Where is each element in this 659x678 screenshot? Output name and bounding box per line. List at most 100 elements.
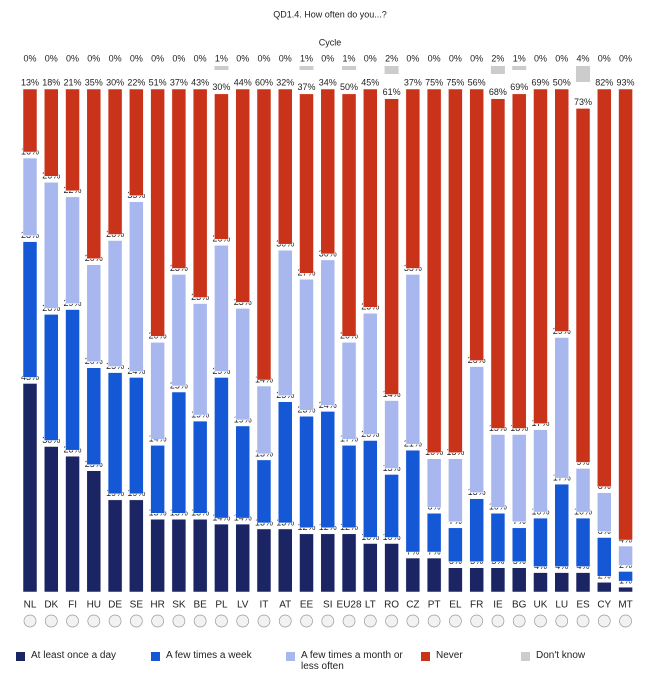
value-label: 35% bbox=[85, 77, 103, 87]
value-label: 73% bbox=[574, 97, 592, 107]
bar-segment bbox=[256, 88, 272, 381]
bar-segment bbox=[214, 66, 229, 70]
bar-segment bbox=[618, 571, 633, 582]
bar-segment bbox=[107, 372, 123, 495]
x-tick-label: RO bbox=[384, 600, 399, 611]
bar-segment bbox=[554, 88, 569, 332]
legend-swatch bbox=[16, 652, 25, 661]
bar-segment bbox=[490, 66, 505, 74]
x-tick-label: CZ bbox=[406, 600, 419, 611]
bar-segment bbox=[511, 93, 527, 429]
bar-segment bbox=[597, 582, 612, 593]
bar-segment bbox=[618, 586, 633, 593]
flag-icon bbox=[151, 614, 164, 628]
flag-icon bbox=[363, 614, 377, 628]
legend-label: A few times a month or less often bbox=[301, 650, 403, 672]
bar-segment bbox=[320, 533, 336, 593]
bar-segment bbox=[384, 474, 399, 538]
bar-segment bbox=[363, 543, 378, 593]
bar-segment bbox=[320, 88, 336, 255]
bar-segment bbox=[129, 377, 144, 495]
bar-segment bbox=[384, 98, 399, 395]
value-label: 68% bbox=[489, 87, 507, 97]
bar-segment bbox=[341, 445, 357, 529]
flag-icon bbox=[215, 614, 228, 628]
x-tick-label: FR bbox=[470, 600, 483, 611]
x-tick-label: EE bbox=[300, 600, 314, 611]
value-label: 69% bbox=[510, 82, 528, 92]
bar-segment bbox=[575, 572, 591, 593]
value-label: 2% bbox=[491, 53, 504, 63]
bar-segment bbox=[597, 537, 612, 577]
bar-segment bbox=[256, 459, 272, 524]
bar-segment bbox=[65, 309, 80, 451]
value-label: 0% bbox=[109, 53, 122, 63]
bar-segment bbox=[575, 108, 591, 463]
bar-segment bbox=[490, 567, 506, 593]
x-tick-label: AT bbox=[279, 600, 291, 611]
bar-segment bbox=[299, 533, 314, 593]
value-label: 0% bbox=[257, 53, 270, 63]
bar-segment bbox=[214, 93, 229, 240]
flag-icon bbox=[449, 614, 462, 628]
value-label: 37% bbox=[404, 77, 422, 87]
value-label: 60% bbox=[255, 77, 273, 87]
flag-icon bbox=[172, 614, 186, 628]
x-tick-label: LV bbox=[237, 600, 249, 611]
legend-label: Never bbox=[436, 650, 463, 661]
bar-segment bbox=[22, 88, 38, 153]
chart-subtitle: Cycle bbox=[319, 37, 342, 47]
value-label: 82% bbox=[595, 77, 613, 87]
bar-segment bbox=[448, 88, 463, 453]
value-label: 0% bbox=[364, 53, 377, 63]
bar-segment bbox=[490, 98, 506, 429]
value-label: 50% bbox=[340, 82, 358, 92]
flag-icon bbox=[300, 614, 313, 628]
x-tick-label: BG bbox=[512, 600, 527, 611]
value-label: 0% bbox=[406, 53, 419, 63]
bar-segment bbox=[363, 88, 378, 308]
x-tick-label: EL bbox=[449, 600, 462, 611]
x-tick-label: HU bbox=[87, 600, 101, 611]
value-label: 34% bbox=[319, 77, 337, 87]
bar-segment bbox=[235, 523, 250, 593]
bar-segment bbox=[426, 88, 442, 453]
bar-segment bbox=[129, 88, 144, 196]
value-label: 0% bbox=[194, 53, 207, 63]
value-label: 22% bbox=[127, 77, 145, 87]
flag-icon bbox=[555, 614, 569, 628]
flag-icon bbox=[87, 614, 101, 628]
legend-swatch bbox=[521, 652, 530, 661]
value-label: 0% bbox=[534, 53, 547, 63]
chart: QD1.4. How often do you...? Cycle 43%28%… bbox=[21, 9, 635, 628]
bar-segment bbox=[235, 425, 250, 519]
bar-segment bbox=[597, 88, 612, 487]
value-label: 0% bbox=[172, 53, 185, 63]
legend-label: A few times a week bbox=[166, 650, 252, 661]
value-label: 43% bbox=[191, 77, 209, 87]
value-label: 75% bbox=[446, 77, 464, 87]
x-tick-label: HR bbox=[150, 600, 164, 611]
bar-segment bbox=[533, 572, 548, 593]
x-tick-label: CY bbox=[597, 600, 611, 611]
bar-segment bbox=[341, 93, 357, 337]
x-tick-label: FI bbox=[68, 600, 77, 611]
value-label: 0% bbox=[279, 53, 292, 63]
flag-icon bbox=[576, 614, 590, 628]
bar-segment bbox=[192, 303, 208, 416]
bar-segment bbox=[320, 259, 336, 406]
value-label: 4% bbox=[577, 53, 590, 63]
bar-segment bbox=[554, 337, 569, 479]
x-tick-label: SI bbox=[323, 600, 332, 611]
legend-item: A few times a week bbox=[151, 650, 276, 661]
bar-segment bbox=[107, 240, 123, 367]
value-label: 0% bbox=[45, 53, 58, 63]
bar-segment bbox=[469, 498, 484, 563]
legend-item: Don't know bbox=[521, 650, 646, 661]
value-label: 30% bbox=[212, 82, 230, 92]
bar-segment bbox=[256, 528, 272, 593]
bar-segment bbox=[86, 88, 102, 259]
value-label: 2% bbox=[385, 53, 398, 63]
value-label: 0% bbox=[555, 53, 568, 63]
